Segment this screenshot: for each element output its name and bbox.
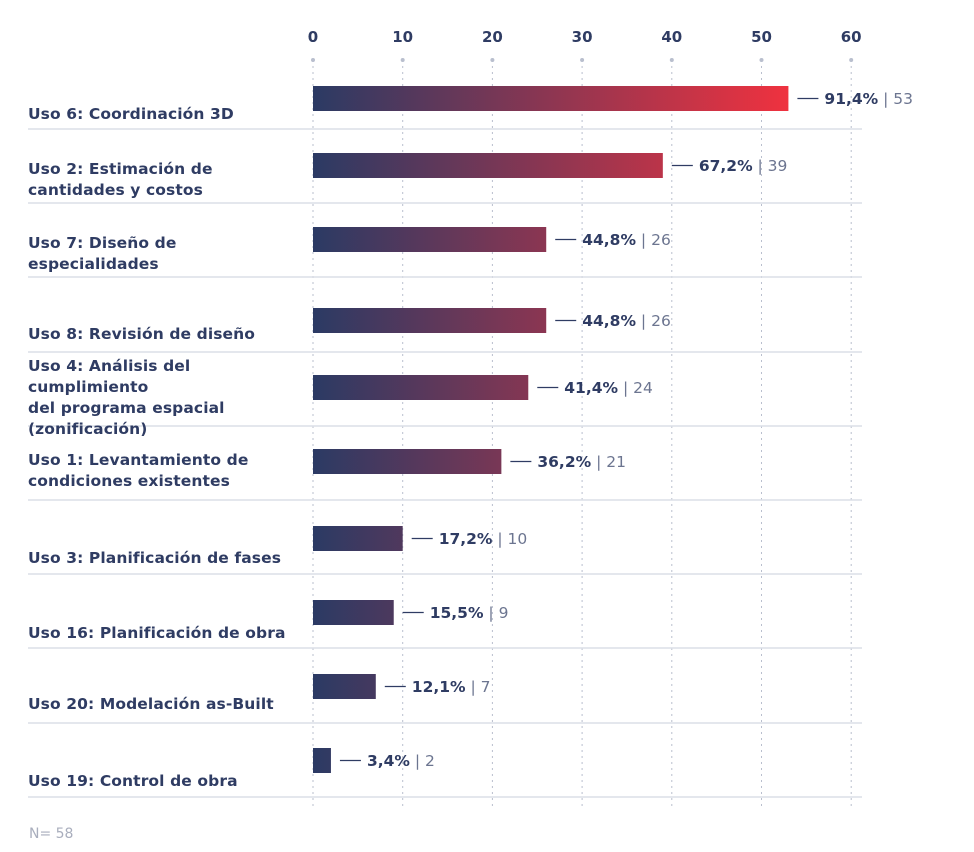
- bar: [313, 449, 502, 474]
- count-label: | 9: [484, 604, 509, 622]
- gridline-dot: [669, 58, 674, 62]
- bar: [313, 526, 403, 551]
- value-label: 12,1% | 7: [412, 678, 491, 696]
- count-label: | 39: [753, 157, 788, 175]
- x-tick-label: 20: [482, 28, 503, 46]
- category-label: Uso 4: Análisis del cumplimiento del pro…: [28, 357, 225, 438]
- value-label: 67,2% | 39: [699, 157, 788, 175]
- bar: [313, 153, 663, 178]
- value-label: 36,2% | 21: [537, 453, 626, 471]
- percent-label: 67,2%: [699, 157, 753, 175]
- bars: [313, 86, 789, 773]
- percent-label: 91,4%: [824, 90, 878, 108]
- gridline-dot: [759, 58, 764, 62]
- x-tick-label: 0: [308, 28, 318, 46]
- category-label: Uso 6: Coordinación 3D: [28, 105, 234, 123]
- percent-label: 36,2%: [537, 453, 591, 471]
- x-axis-ticks: 0 10 20 30 40 50 60: [308, 28, 862, 46]
- percent-label: 3,4%: [367, 752, 410, 770]
- category-label: Uso 2: Estimación de cantidades y costos: [28, 160, 213, 199]
- gridline-dot: [311, 58, 315, 62]
- percent-label: 17,2%: [439, 530, 493, 548]
- x-tick-label: 10: [392, 28, 413, 46]
- bar: [313, 600, 394, 625]
- bar: [313, 375, 529, 400]
- percent-label: 15,5%: [430, 604, 484, 622]
- percent-label: 41,4%: [564, 379, 618, 397]
- count-label: | 7: [466, 678, 491, 696]
- percent-label: 12,1%: [412, 678, 466, 696]
- x-tick-label: 40: [661, 28, 682, 46]
- value-label: 3,4% | 2: [367, 752, 435, 770]
- vertical-gridlines: [311, 58, 854, 806]
- count-label: | 24: [618, 379, 653, 397]
- value-label: 41,4% | 24: [564, 379, 653, 397]
- gridline-dot: [580, 58, 585, 62]
- bar: [313, 308, 547, 333]
- value-label: 91,4% | 53: [824, 90, 913, 108]
- value-label: 44,8% | 26: [582, 312, 671, 330]
- bar: [313, 748, 331, 773]
- category-label: Uso 7: Diseño de especialidades: [28, 234, 177, 273]
- count-label: | 21: [591, 453, 626, 471]
- x-tick-label: 30: [572, 28, 593, 46]
- gridline-dot: [490, 58, 495, 62]
- category-label: Uso 16: Planificación de obra: [28, 624, 286, 642]
- bar: [313, 86, 789, 111]
- count-label: | 53: [878, 90, 913, 108]
- category-label: Uso 3: Planificación de fases: [28, 549, 282, 567]
- percent-label: 44,8%: [582, 231, 636, 249]
- category-label: Uso 20: Modelación as-Built: [28, 695, 274, 713]
- category-label: Uso 1: Levantamiento de condiciones exis…: [28, 451, 249, 490]
- sample-size-note: N= 58: [29, 826, 74, 842]
- value-label: 17,2% | 10: [439, 530, 528, 548]
- percent-label: 44,8%: [582, 312, 636, 330]
- count-label: | 26: [636, 231, 671, 249]
- bar: [313, 674, 376, 699]
- x-tick-label: 50: [751, 28, 772, 46]
- count-label: | 2: [410, 752, 435, 770]
- value-label: 15,5% | 9: [430, 604, 509, 622]
- category-label: Uso 19: Control de obra: [28, 772, 238, 790]
- gridline-dot: [849, 58, 854, 62]
- count-label: | 26: [636, 312, 671, 330]
- gridline-dot: [400, 58, 405, 62]
- value-label: 44,8% | 26: [582, 231, 671, 249]
- category-label: Uso 8: Revisión de diseño: [28, 325, 256, 343]
- x-tick-label: 60: [841, 28, 862, 46]
- bar: [313, 227, 547, 252]
- row-separators: [28, 128, 862, 798]
- count-label: | 10: [492, 530, 527, 548]
